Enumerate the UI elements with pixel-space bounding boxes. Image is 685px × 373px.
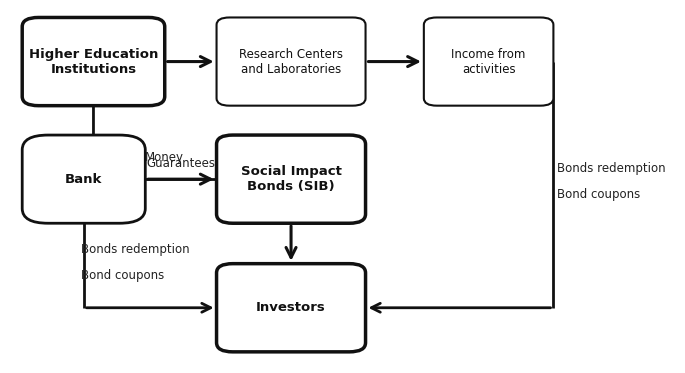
Text: Bonds redemption: Bonds redemption	[81, 243, 189, 256]
Text: Money: Money	[145, 151, 184, 164]
Text: Investors: Investors	[256, 301, 326, 314]
FancyBboxPatch shape	[216, 264, 366, 352]
Text: Income from
activities: Income from activities	[451, 48, 526, 76]
Text: Bond coupons: Bond coupons	[81, 269, 164, 282]
Text: Social Impact
Bonds (SIB): Social Impact Bonds (SIB)	[240, 165, 342, 193]
Text: Guarantees: Guarantees	[147, 157, 215, 170]
FancyBboxPatch shape	[424, 18, 553, 106]
Text: Research Centers
and Laboratories: Research Centers and Laboratories	[239, 48, 343, 76]
Text: Bank: Bank	[65, 173, 103, 186]
Text: Bonds redemption: Bonds redemption	[557, 163, 665, 175]
Text: Higher Education
Institutions: Higher Education Institutions	[29, 48, 158, 76]
Text: Bond coupons: Bond coupons	[557, 188, 640, 201]
FancyBboxPatch shape	[22, 135, 145, 223]
FancyBboxPatch shape	[22, 18, 164, 106]
FancyBboxPatch shape	[216, 135, 366, 223]
FancyBboxPatch shape	[216, 18, 366, 106]
